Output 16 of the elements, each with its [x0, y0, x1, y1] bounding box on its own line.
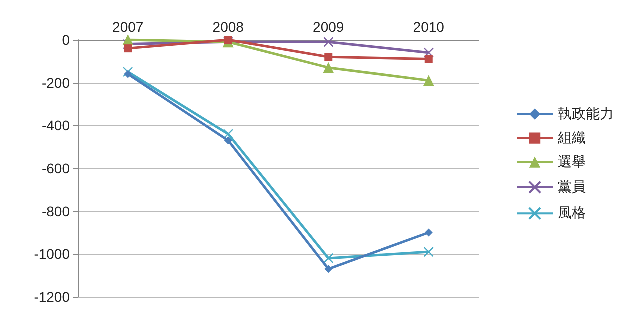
y-tick-label: -200 — [42, 74, 70, 91]
legend-label: 執政能力 — [558, 106, 614, 122]
y-tick-label: -800 — [42, 203, 70, 220]
y-tick-label: -400 — [42, 118, 70, 134]
y-tick-label: -1000 — [34, 246, 70, 262]
x-tick-label: 2010 — [413, 19, 445, 35]
y-tick-label: -1200 — [34, 289, 70, 305]
y-tick-label: -600 — [42, 160, 70, 176]
x-tick-label: 2007 — [112, 19, 144, 35]
legend-label: 黨員 — [558, 179, 586, 196]
x-tick-label: 2008 — [212, 19, 244, 35]
legend-label: 組織 — [557, 130, 586, 146]
legend-label: 選舉 — [558, 154, 586, 170]
y-tick-label: 0 — [62, 32, 70, 48]
x-tick-label: 2009 — [313, 19, 344, 35]
legend-label: 風格 — [558, 206, 586, 222]
